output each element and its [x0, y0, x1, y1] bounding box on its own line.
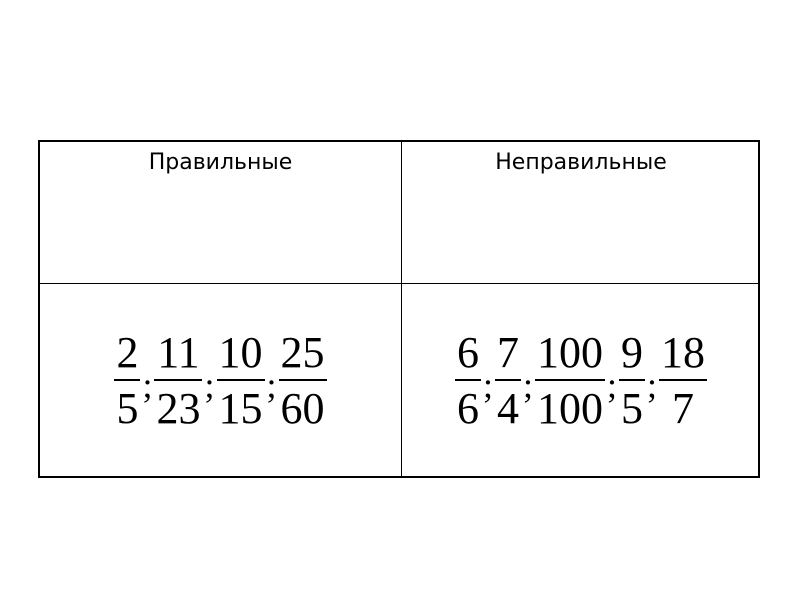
header-proper: Правильные	[148, 150, 293, 175]
fraction-bar	[535, 379, 605, 381]
numerator: 11	[157, 328, 200, 377]
numerator: 25	[280, 328, 325, 377]
denominator: 7	[672, 384, 695, 433]
cell-improper-fractions: 6 6; 7 4; 100 100; 9 5; 18 7	[402, 284, 760, 478]
fraction: 25 60	[278, 331, 328, 431]
improper-fractions: 6 6; 7 4; 100 100; 9 5; 18 7	[454, 331, 708, 431]
denominator: 5	[621, 384, 644, 433]
separator: ;	[482, 365, 493, 405]
denominator: 6	[456, 384, 479, 433]
denominator: 100	[537, 384, 603, 433]
fraction: 10 15	[216, 331, 266, 431]
denominator: 23	[156, 384, 201, 433]
separator: ;	[142, 365, 153, 405]
fraction-bar	[216, 379, 265, 381]
column-divider	[401, 142, 402, 476]
fraction: 18 7	[658, 331, 708, 431]
separator: ;	[266, 365, 277, 405]
fraction-bar	[154, 379, 203, 381]
separator: ;	[647, 365, 658, 405]
fractions-table: Правильные Неправильные 2 5; 11 23; 10 15; 25 6…	[38, 140, 760, 478]
separator: ;	[204, 365, 215, 405]
fraction: 11 23	[153, 331, 203, 431]
proper-fractions: 2 5; 11 23; 10 15; 25 60	[113, 331, 327, 431]
fraction-bar	[114, 379, 141, 381]
numerator: 7	[496, 328, 519, 377]
cell-proper-fractions: 2 5; 11 23; 10 15; 25 60	[40, 284, 401, 478]
numerator: 2	[116, 328, 139, 377]
denominator: 60	[280, 384, 325, 433]
separator: ;	[522, 365, 533, 405]
numerator: 100	[537, 328, 603, 377]
numerator: 9	[621, 328, 644, 377]
header-improper: Неправильные	[495, 150, 667, 175]
denominator: 5	[116, 384, 139, 433]
fraction-bar	[454, 379, 481, 381]
fraction-bar	[659, 379, 708, 381]
denominator: 4	[496, 384, 519, 433]
row-divider	[40, 283, 758, 284]
numerator: 6	[456, 328, 479, 377]
separator: ;	[607, 365, 618, 405]
numerator: 18	[661, 328, 706, 377]
fraction-bar	[619, 379, 646, 381]
fraction-bar	[494, 379, 521, 381]
denominator: 15	[218, 384, 263, 433]
fraction: 100 100	[534, 331, 606, 431]
fraction-bar	[278, 379, 327, 381]
numerator: 10	[218, 328, 263, 377]
